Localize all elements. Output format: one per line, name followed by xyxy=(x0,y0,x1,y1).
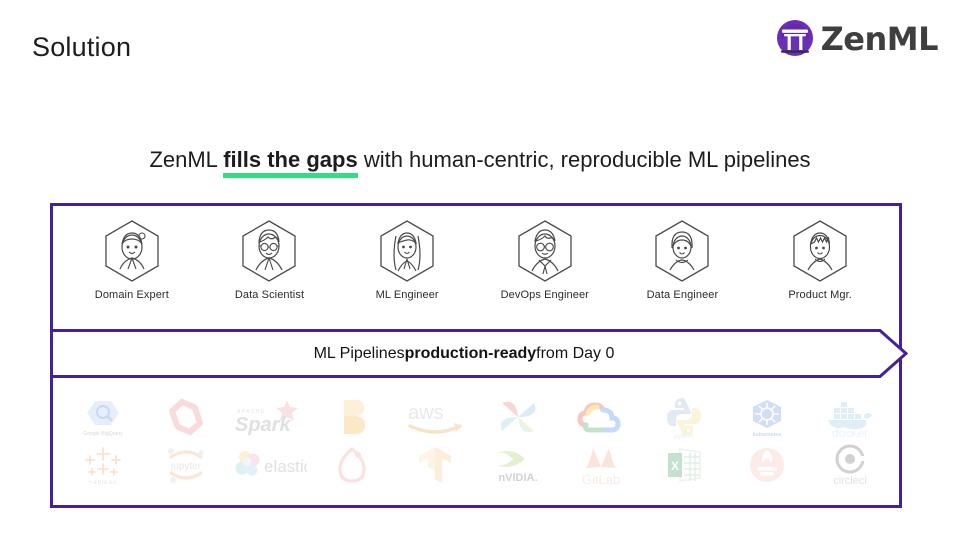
google-bigquery-logo-icon: Google BigQuery xyxy=(64,393,142,441)
headline-highlight: fills the gaps xyxy=(223,147,358,178)
apache-airflow-logo-icon xyxy=(479,393,557,441)
elastic-logo-icon: elastic xyxy=(230,441,308,489)
zenml-brand-logo: ZenML xyxy=(773,17,939,61)
circleci-logo-icon: circleci xyxy=(811,441,889,489)
beam-logo-icon xyxy=(313,393,391,441)
persona-domain-expert-icon xyxy=(67,219,197,283)
svg-text:aws: aws xyxy=(408,402,444,424)
page-title: Solution xyxy=(32,32,132,62)
persona-card: Data Scientist xyxy=(204,219,334,301)
tableau-logo-icon: +ableau xyxy=(64,441,142,489)
headline-before: ZenML xyxy=(149,147,224,172)
pipeline-arrow-banner: ML Pipelines production-ready from Day 0 xyxy=(50,329,908,378)
persona-label: Product Mgr. xyxy=(788,289,852,301)
solution-diagram-frame: Domain Expert Data S xyxy=(50,203,908,508)
persona-label: ML Engineer xyxy=(375,289,439,301)
persona-label: Data Scientist xyxy=(234,289,305,301)
svg-text:Google BigQuery: Google BigQuery xyxy=(83,431,123,437)
persona-card: Product Mgr. xyxy=(755,219,885,301)
persona-card: Domain Expert xyxy=(67,219,197,301)
svg-text:GitLab: GitLab xyxy=(581,472,619,487)
tensorflow-logo-icon xyxy=(396,441,474,489)
persona-data-scientist-icon xyxy=(204,219,334,283)
persona-label: Domain Expert xyxy=(94,289,169,301)
banner-text: ML Pipelines production-ready from Day 0 xyxy=(50,329,878,378)
banner-text-highlight: production-ready xyxy=(404,344,537,362)
apache-spark-logo-icon: APACHE Spark xyxy=(230,393,308,441)
svg-text:python: python xyxy=(674,433,694,439)
svg-text:circleci: circleci xyxy=(833,475,867,487)
nvidia-logo-icon: nVIDIA. xyxy=(479,441,557,489)
pytorch-logo-icon xyxy=(313,441,391,489)
svg-text:Spark: Spark xyxy=(235,414,291,436)
headline-after: with human-centric, reproducible ML pipe… xyxy=(357,147,811,172)
logo-row: +ableau jupyter xyxy=(61,441,891,489)
logo-row: Google BigQuery xyxy=(61,393,891,441)
zenml-torii-logo-icon xyxy=(773,17,817,61)
persona-devops-engineer-icon xyxy=(480,219,610,283)
banner-text-before: ML Pipelines xyxy=(313,344,405,362)
persona-data-engineer-icon xyxy=(617,219,747,283)
docker-logo-icon: docker xyxy=(811,393,889,441)
persona-card: DevOps Engineer xyxy=(480,219,610,301)
persona-label: Data Engineer xyxy=(646,289,719,301)
persona-ml-engineer-icon xyxy=(342,219,472,283)
integration-logo-wall: Google BigQuery xyxy=(53,381,899,505)
svg-text:X: X xyxy=(670,459,678,473)
right-arrow-banner-shape xyxy=(50,329,908,378)
google-cloud-logo-icon xyxy=(562,393,640,441)
headline: ZenML fills the gaps with human-centric,… xyxy=(0,147,960,178)
svg-text:jupyter: jupyter xyxy=(169,461,201,472)
brand-wordmark: ZenML xyxy=(820,20,939,58)
prometheus-logo-icon xyxy=(728,441,806,489)
jupyter-logo-icon: jupyter xyxy=(147,441,225,489)
svg-text:elastic: elastic xyxy=(264,457,307,476)
persona-product-manager-icon xyxy=(755,219,885,283)
persona-label: DevOps Engineer xyxy=(500,289,589,301)
microsoft-excel-logo-icon: X xyxy=(645,441,723,489)
gitlab-logo-icon: GitLab xyxy=(562,441,640,489)
banner-text-after: from Day 0 xyxy=(536,344,615,362)
svg-text:+ableau: +ableau xyxy=(88,480,117,486)
python-logo-icon: python xyxy=(645,393,723,441)
aws-logo-icon: aws xyxy=(396,393,474,441)
persona-card: Data Engineer xyxy=(617,219,747,301)
svg-text:docker: docker xyxy=(831,426,867,439)
svg-text:nVIDIA.: nVIDIA. xyxy=(498,472,537,484)
svg-text:APACHE: APACHE xyxy=(237,409,266,415)
airbyte-logo-icon xyxy=(147,393,225,441)
persona-row: Domain Expert Data S xyxy=(53,206,899,322)
kubernetes-logo-icon: kubernetes xyxy=(728,393,806,441)
svg-text:kubernetes: kubernetes xyxy=(752,432,781,438)
persona-card: ML Engineer xyxy=(342,219,472,301)
